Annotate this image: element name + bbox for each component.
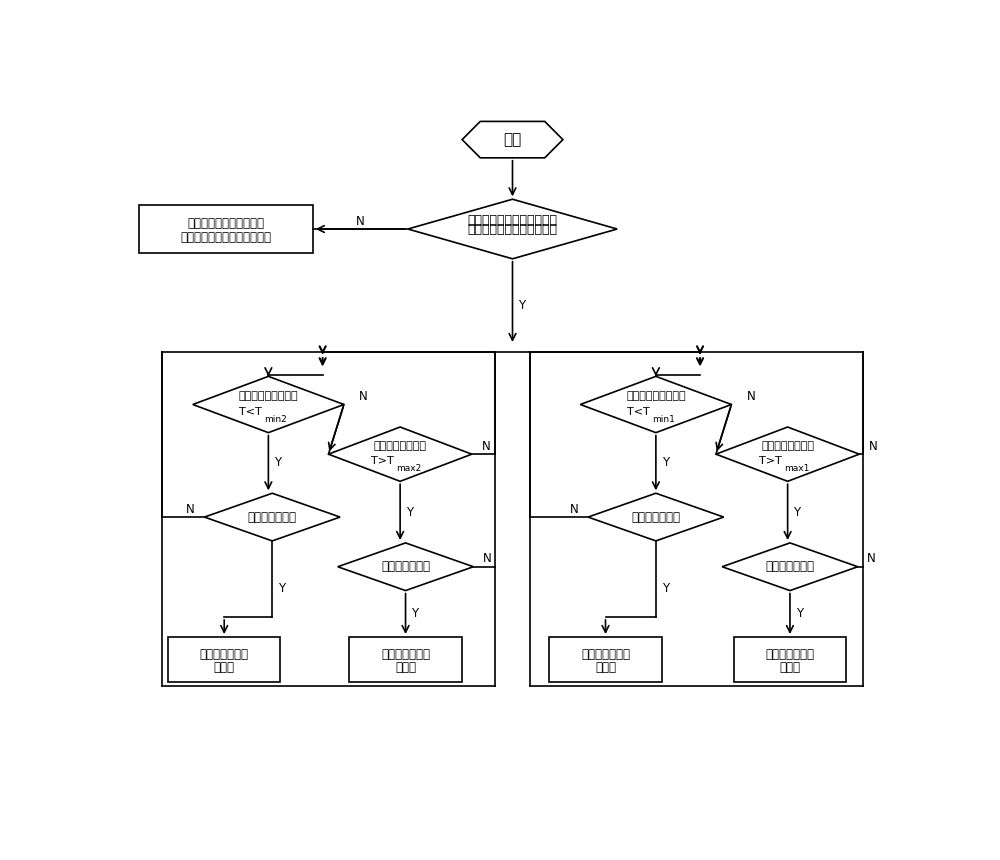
Text: T>T: T>T	[759, 456, 781, 466]
Text: N: N	[867, 552, 876, 565]
Text: N: N	[356, 215, 365, 228]
Text: Y: Y	[274, 457, 281, 470]
Text: 开启蓄电池加热: 开启蓄电池加热	[581, 648, 630, 660]
Text: Y: Y	[796, 607, 803, 620]
Text: 主回路: 主回路	[779, 661, 800, 674]
Text: 是否工作在闭环工作模式？: 是否工作在闭环工作模式？	[468, 213, 558, 226]
Text: 开始: 开始	[503, 132, 522, 147]
Text: 蓄电池温度测量値: 蓄电池温度测量値	[761, 441, 814, 451]
Text: min1: min1	[652, 415, 675, 424]
Text: N: N	[359, 390, 368, 403]
Text: 加热主回路为开: 加热主回路为开	[765, 560, 814, 574]
Text: T<T: T<T	[239, 407, 262, 417]
Text: N: N	[481, 439, 490, 452]
Text: 加热备回路为开: 加热备回路为开	[381, 560, 430, 574]
Text: min2: min2	[264, 415, 287, 424]
Text: 由地面指令遥控加热回路开关: 由地面指令遥控加热回路开关	[180, 231, 271, 244]
Text: Y: Y	[411, 607, 418, 620]
Text: 关闭蓄电池加热: 关闭蓄电池加热	[765, 648, 814, 660]
Text: Y: Y	[662, 582, 669, 595]
Text: Y: Y	[793, 506, 800, 519]
Text: 加热主回路为关: 加热主回路为关	[631, 511, 680, 524]
Text: max2: max2	[396, 464, 422, 473]
Text: N: N	[746, 390, 755, 403]
Text: max1: max1	[784, 464, 809, 473]
Text: 蓄电池测温电阻値: 蓄电池测温电阻値	[374, 441, 427, 451]
Text: 是否工作在闭环工作模式？: 是否工作在闭环工作模式？	[468, 223, 558, 236]
Text: 备回路: 备回路	[395, 661, 416, 674]
Text: 备回路: 备回路	[214, 661, 235, 674]
Text: 蓄电池温控在开环模式，: 蓄电池温控在开环模式，	[187, 217, 264, 230]
Text: Y: Y	[662, 457, 669, 470]
Text: N: N	[186, 502, 195, 516]
Text: 蓄电池组测温电阻値: 蓄电池组测温电阻値	[239, 391, 298, 401]
Text: Y: Y	[406, 506, 413, 519]
Text: 加热备回路为关: 加热备回路为关	[248, 511, 297, 524]
Text: T<T: T<T	[627, 407, 650, 417]
Text: Y: Y	[278, 582, 285, 595]
Text: 开启蓄电池加热: 开启蓄电池加热	[200, 648, 249, 660]
Text: 主回路: 主回路	[595, 661, 616, 674]
Text: N: N	[570, 502, 578, 516]
Text: T>T: T>T	[371, 456, 394, 466]
Text: 关闭蓄电池加热: 关闭蓄电池加热	[381, 648, 430, 660]
Text: Y: Y	[518, 298, 525, 311]
Text: N: N	[483, 552, 492, 565]
Text: 蓄电池组测温电阻値: 蓄电池组测温电阻値	[626, 391, 686, 401]
Text: N: N	[869, 439, 878, 452]
